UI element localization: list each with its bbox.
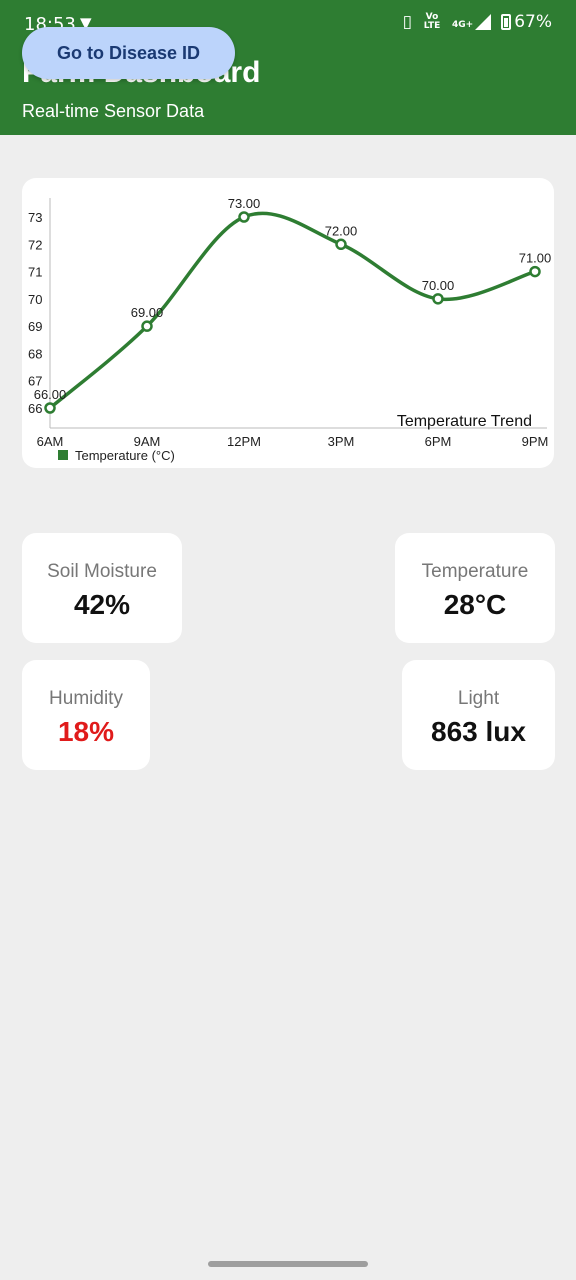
temperature-label: Temperature <box>421 561 529 582</box>
temperature-value: 28°C <box>443 589 507 620</box>
humidity-label: Humidity <box>49 688 123 709</box>
y-tick-label: 68 <box>28 346 42 361</box>
x-tick-label: 9PM <box>522 434 549 449</box>
legend-label: Temperature (°C) <box>75 448 175 463</box>
y-tick-label: 69 <box>28 319 42 334</box>
y-tick-label: 66 <box>28 401 42 416</box>
y-tick-label: 73 <box>28 210 42 225</box>
humidity-value: 18% <box>57 716 115 747</box>
x-tick-label: 6PM <box>425 434 452 449</box>
humidity-card[interactable]: Humidity 18% <box>22 660 150 770</box>
x-tick-label: 6AM <box>37 434 64 449</box>
light-value: 863 lux <box>431 716 526 747</box>
status-icons: ▯ Vo LTE 4G+ 67% <box>403 12 552 32</box>
vibrate-icon: ▯ <box>402 12 412 32</box>
temperature-series-line <box>48 211 537 410</box>
temperature-chart-card: 66 67 68 69 70 71 72 73 6AM 9AM 12PM 3PM 6PM 9PM 66.00… <box>22 178 554 468</box>
data-label: 70.00 <box>422 278 455 293</box>
legend-swatch <box>58 450 68 460</box>
data-point <box>432 293 444 305</box>
soil-moisture-value: 42% <box>73 589 131 620</box>
y-tick-label: 71 <box>28 265 42 280</box>
shield-v-icon: ▼ <box>80 14 92 32</box>
page-subtitle: Real-time Sensor Data <box>22 101 205 121</box>
temperature-card[interactable]: Temperature 28°C <box>395 533 555 643</box>
disease-id-button[interactable]: Go to Disease ID <box>22 27 235 79</box>
gesture-nav-handle[interactable] <box>208 1261 368 1267</box>
data-label: 69.00 <box>131 305 164 320</box>
x-tick-label: 9AM <box>134 434 161 449</box>
y-tick-label: 72 <box>28 237 42 252</box>
network-type: 4G+ <box>452 20 474 30</box>
signal-icon: 4G+ <box>452 14 492 30</box>
soil-moisture-card[interactable]: Soil Moisture 42% <box>22 533 182 643</box>
data-point <box>44 402 56 414</box>
temperature-chart: 66 67 68 69 70 71 72 73 6AM 9AM 12PM 3PM 6PM 9PM 66.00… <box>28 196 552 463</box>
data-label: 66.00 <box>34 387 67 402</box>
data-point <box>238 211 250 223</box>
light-label: Light <box>457 688 500 709</box>
soil-moisture-label: Soil Moisture <box>47 561 157 582</box>
battery-percent: 67% <box>514 12 552 32</box>
chart-title: Temperature Trend <box>397 413 532 430</box>
volte-indicator: Vo LTE <box>423 12 441 31</box>
y-tick-label: 67 <box>28 374 42 389</box>
data-label: 71.00 <box>519 251 552 266</box>
light-card[interactable]: Light 863 lux <box>402 660 555 770</box>
data-point <box>335 238 347 251</box>
data-point <box>141 320 153 332</box>
data-point <box>529 265 541 278</box>
data-label: 72.00 <box>325 223 358 238</box>
battery-status: 67% <box>501 12 552 32</box>
y-tick-label: 70 <box>28 292 42 307</box>
x-tick-label: 3PM <box>328 434 355 449</box>
data-label: 73.00 <box>228 196 261 211</box>
battery-icon <box>501 14 512 30</box>
x-tick-label: 12PM <box>227 434 261 449</box>
